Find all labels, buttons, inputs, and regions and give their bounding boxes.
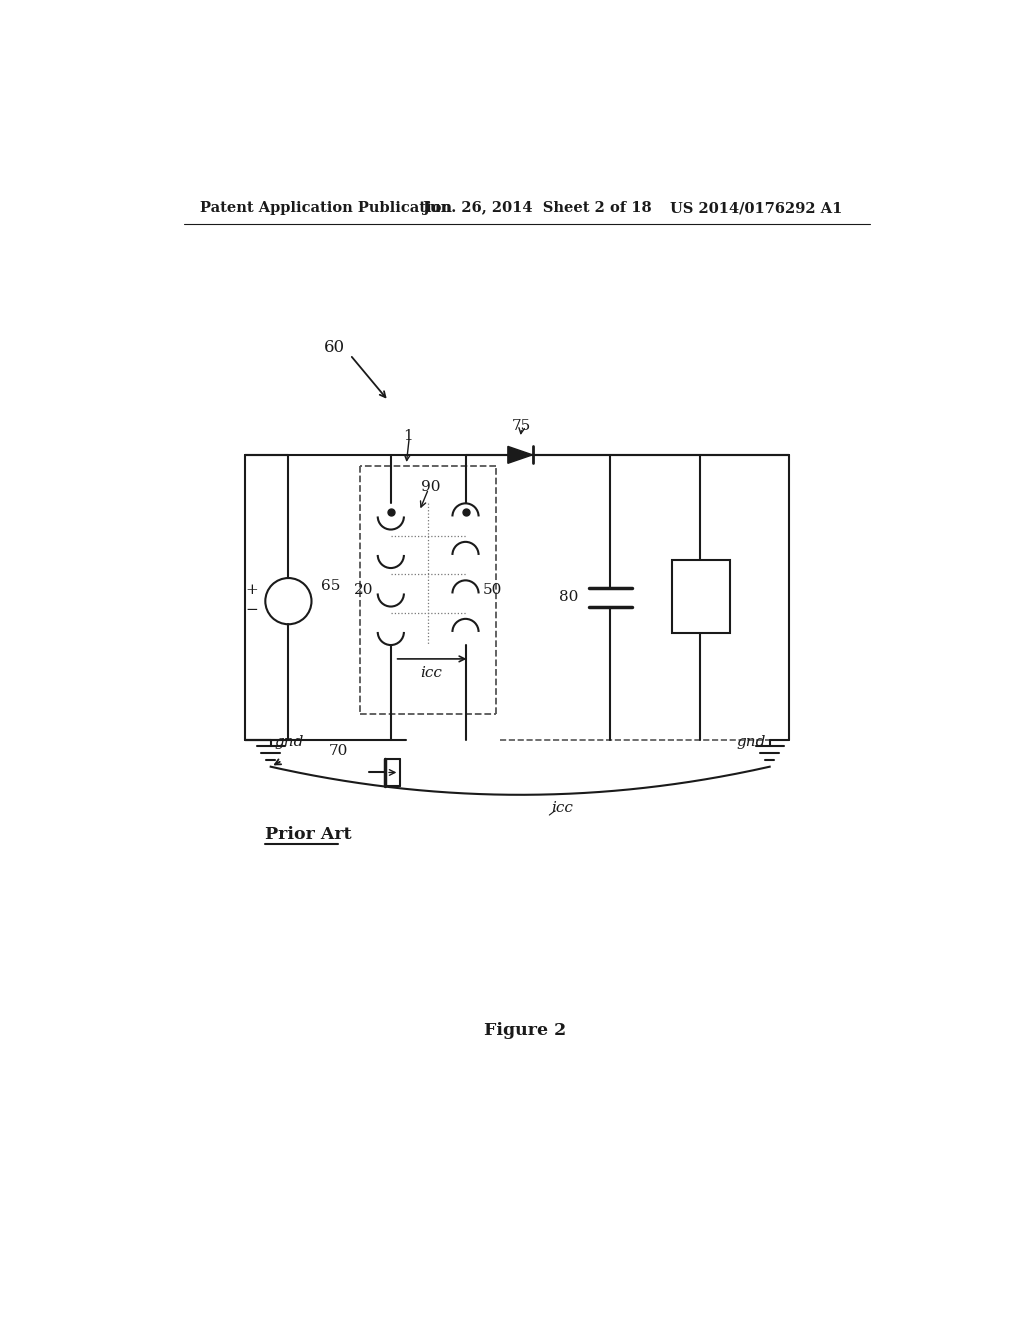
Text: gnd: gnd — [736, 735, 766, 748]
Text: 75: 75 — [512, 420, 531, 433]
Text: +: + — [245, 582, 258, 597]
Polygon shape — [508, 446, 532, 463]
Text: −: − — [245, 603, 258, 618]
Text: Patent Application Publication: Patent Application Publication — [200, 202, 452, 215]
Text: US 2014/0176292 A1: US 2014/0176292 A1 — [670, 202, 842, 215]
Text: 70: 70 — [329, 744, 348, 758]
Text: 20: 20 — [354, 582, 374, 597]
Text: 85: 85 — [690, 589, 711, 606]
Text: Figure 2: Figure 2 — [483, 1022, 566, 1039]
Text: 50: 50 — [482, 582, 502, 597]
Text: Jun. 26, 2014  Sheet 2 of 18: Jun. 26, 2014 Sheet 2 of 18 — [423, 202, 652, 215]
Text: gnd: gnd — [274, 735, 304, 748]
Text: icc: icc — [420, 665, 441, 680]
Text: 65: 65 — [321, 578, 340, 593]
Text: 80: 80 — [558, 590, 578, 605]
Text: 1: 1 — [402, 429, 413, 442]
Bar — [672, 560, 730, 634]
Text: icc: icc — [551, 800, 572, 814]
Text: 90: 90 — [421, 480, 440, 494]
Text: Prior Art: Prior Art — [265, 826, 352, 843]
Text: 60: 60 — [324, 338, 345, 355]
